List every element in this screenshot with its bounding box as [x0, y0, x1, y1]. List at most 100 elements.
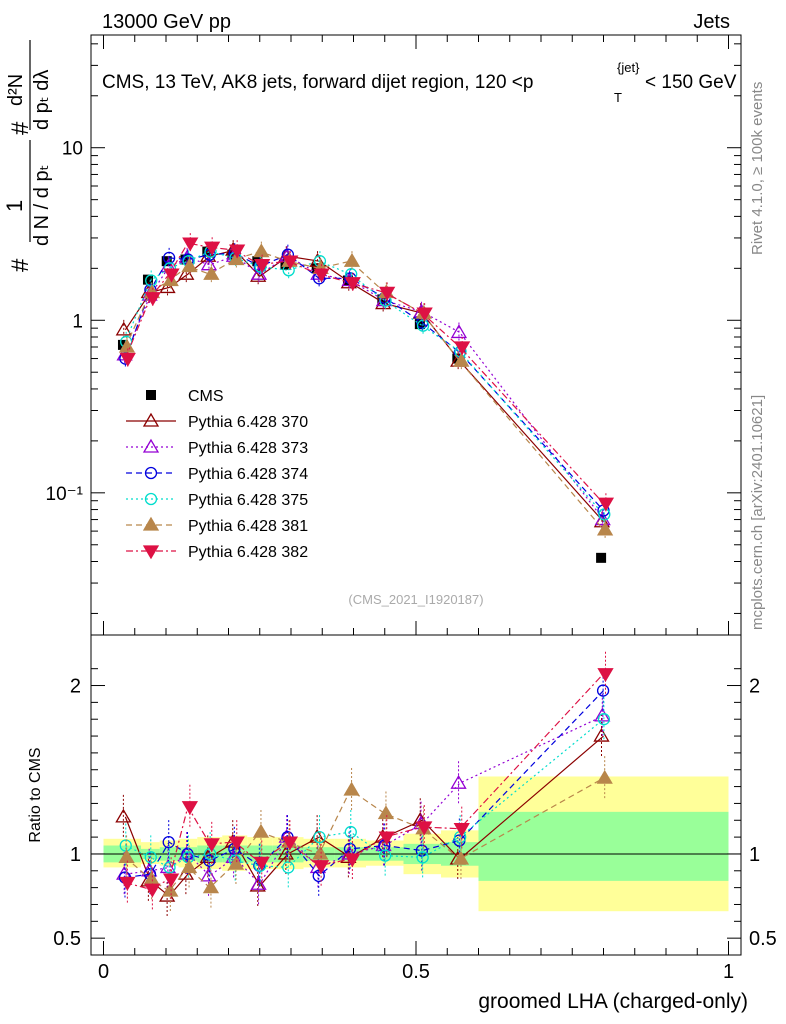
ratio-point-0-13 [593, 727, 610, 742]
main-point-6-0 [119, 352, 136, 367]
ratio-point-4-3 [180, 859, 198, 874]
legend-marker-6 [142, 545, 160, 560]
analysis-watermark: (CMS_2021_I1920187) [348, 592, 483, 607]
ratio-point-5-12 [453, 823, 470, 837]
main-point-5-5 [228, 251, 245, 266]
ratio-point-5-9 [344, 853, 361, 868]
ratio-point-1-13 [594, 707, 611, 722]
ratio-point-4-8 [312, 845, 329, 860]
legend-label-0: CMS [188, 388, 224, 405]
legend-marker-0 [146, 390, 156, 400]
main-point-6-8 [313, 268, 330, 283]
main-point-0-1 [142, 274, 153, 285]
main-point-5-9 [343, 252, 361, 267]
main-point-5-0 [118, 338, 136, 353]
ratio-series-line-3 [125, 718, 604, 869]
header-jets-label: Jets [693, 11, 730, 33]
main-point-5-3 [181, 258, 198, 273]
ratio-ylabel: Ratio to CMS [27, 747, 44, 842]
ylabel-hash-1: # [7, 258, 34, 272]
legend: CMS Pythia 6.428 370 Pythia 6.428 373 Pythi… [126, 388, 308, 561]
main-point-5-6 [253, 243, 270, 258]
main-point-6-1 [144, 292, 161, 307]
ratio-point-3-13 [597, 713, 611, 726]
main-point-2-13 [594, 511, 611, 526]
ratio-xtick-label: 0.5 [402, 961, 430, 983]
ratio-point-4-12 [452, 850, 470, 865]
main-ytick-label: 1 [72, 311, 83, 332]
main-point-2-6 [250, 265, 268, 280]
ratio-point-2-13 [596, 684, 610, 697]
ratio-ytick-label-right: 0.5 [749, 928, 777, 950]
main-point-6-4 [204, 241, 221, 256]
main-point-6-12 [454, 341, 471, 356]
ratio-point-4-6 [252, 823, 270, 838]
ratio-point-4-5 [227, 855, 245, 870]
main-ytick-label: 10⁻¹ [46, 484, 84, 505]
mcplots-label: mcplots.cern.ch [arXiv:2401.10621] [749, 395, 766, 630]
ratio-ytick-label: 0.5 [53, 928, 81, 950]
main-point-2-4 [200, 256, 218, 271]
plot-title-sub: T [614, 90, 622, 105]
ratio-point-5-2 [162, 873, 180, 888]
ratio-point-3-7 [282, 861, 295, 874]
ratio-point-5-11 [416, 821, 433, 836]
main-point-0-0 [117, 339, 128, 350]
ylabel-num: d²N [5, 74, 27, 106]
main-point-6-3 [182, 237, 199, 252]
ratio-point-4-9 [343, 781, 360, 796]
ratio-point-3-11 [416, 851, 429, 864]
ratio-ytick-label-right: 1 [749, 844, 760, 866]
ratio-point-5-10 [378, 831, 395, 846]
main-point-5-13 [596, 521, 614, 536]
plot-title: CMS, 13 TeV, AK8 jets, forward dijet reg… [102, 60, 737, 105]
ratio-xlabel: groomed LHA (charged-only) [478, 990, 748, 1013]
ratio-point-3-9 [344, 825, 357, 839]
ratio-ytick-label: 1 [70, 844, 81, 866]
ratio-ytick-label-right: 2 [749, 676, 760, 698]
ratio-point-0-4 [199, 849, 216, 863]
main-point-4-11 [416, 319, 430, 332]
main-series-line-4 [124, 250, 604, 515]
ratio-point-5-7 [281, 836, 299, 851]
ratio-point-4-13 [596, 769, 613, 784]
legend-marker-1 [142, 412, 160, 427]
ylabel-hash-2: # [7, 121, 34, 135]
legend-marker-2 [142, 438, 160, 453]
ratio-point-1-4 [200, 867, 217, 882]
ratio-point-4-2 [162, 882, 179, 897]
ratio-point-0-3 [177, 865, 195, 880]
main-series-group [115, 233, 615, 563]
ratio-point-5-13 [597, 668, 614, 683]
ratio-point-2-4 [203, 854, 216, 867]
main-point-2-12 [450, 324, 468, 339]
legend-label-2: Pythia 6.428 373 [188, 440, 308, 457]
ratio-point-5-6 [253, 856, 270, 871]
main-point-1-2 [159, 279, 176, 294]
ratio-ytick-label: 2 [70, 676, 81, 698]
main-ytick-label: 10 [62, 139, 83, 160]
band-green-13 [478, 811, 729, 881]
main-ylabel: # 1 d N / d pₜ # d²N d pₜ dλ [2, 40, 53, 272]
main-point-6-10 [379, 286, 396, 301]
ratio-axis-ticks: 0.5 0.5 1 1 2 2 0 0.5 1 [53, 668, 777, 983]
legend-label-5: Pythia 6.428 381 [188, 518, 308, 535]
ylabel-frac-num: 1 [2, 200, 27, 212]
main-point-6-11 [416, 307, 433, 322]
legend-marker-5 [142, 516, 160, 531]
main-series-line-5 [124, 250, 604, 531]
ratio-point-4-10 [377, 805, 395, 820]
ratio-point-1-6 [250, 875, 267, 890]
legend-label-6: Pythia 6.428 382 [188, 544, 308, 561]
ratio-point-0-0 [115, 808, 132, 823]
legend-label-1: Pythia 6.428 370 [188, 414, 308, 431]
main-point-6-7 [282, 255, 299, 270]
ratio-point-5-5 [228, 836, 245, 851]
ratio-point-1-12 [450, 774, 467, 789]
ylabel-den: d pₜ dλ [31, 70, 53, 130]
main-point-6-13 [597, 497, 615, 512]
main-point-1-0 [115, 321, 132, 336]
ratio-point-4-4 [202, 879, 220, 894]
main-point-0-13 [596, 552, 607, 563]
ratio-point-2-11 [415, 844, 429, 857]
